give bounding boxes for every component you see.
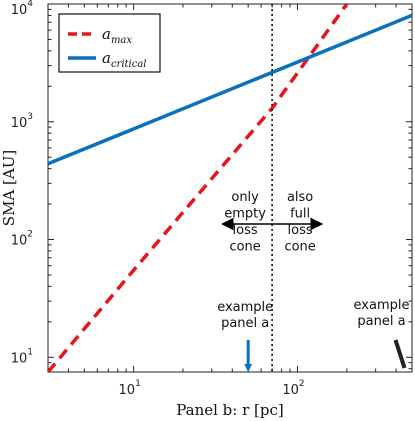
series-group bbox=[48, 4, 412, 372]
y-tick-label-exponent: 1 bbox=[27, 347, 33, 357]
x-tick-label-exponent: 2 bbox=[299, 379, 305, 389]
right-region-text: cone bbox=[284, 240, 315, 255]
series-line-max bbox=[48, 4, 349, 372]
example-a-arrow-head bbox=[244, 364, 253, 372]
x-tick-label: 101 bbox=[119, 379, 141, 398]
left-region-text: cone bbox=[229, 240, 260, 255]
right-region-text: also bbox=[287, 190, 313, 205]
legend-label-subscript: max bbox=[111, 35, 132, 46]
example-a-text: panel a bbox=[221, 316, 269, 331]
example-b-text: panel a bbox=[357, 314, 405, 329]
x-tick-label-exponent: 1 bbox=[135, 379, 141, 389]
example-b-arrow bbox=[393, 339, 407, 369]
right-region-text: full bbox=[290, 207, 310, 222]
example-b-text: example bbox=[354, 298, 410, 313]
y-axis-label: SMA [AU] bbox=[0, 150, 18, 226]
y-tick-label-exponent: 4 bbox=[27, 0, 33, 9]
right-region-text: loss bbox=[288, 223, 313, 238]
legend-box bbox=[58, 13, 161, 73]
x-tick-label: 102 bbox=[282, 379, 304, 398]
y-tick-label: 101 bbox=[11, 347, 33, 366]
left-region-text: loss bbox=[233, 223, 258, 238]
legend-label-subscript: critical bbox=[111, 59, 147, 70]
y-tick-label: 102 bbox=[11, 230, 33, 249]
axes-box bbox=[47, 3, 413, 373]
example-a-text: example bbox=[217, 300, 273, 315]
y-tick-label-exponent: 2 bbox=[27, 230, 33, 240]
y-tick-label: 104 bbox=[11, 0, 34, 18]
y-tick-label: 103 bbox=[11, 112, 33, 131]
x-axis-label: Panel b: r [pc] bbox=[176, 401, 284, 419]
y-tick-label-exponent: 3 bbox=[27, 112, 33, 122]
left-region-text: empty bbox=[224, 207, 266, 222]
left-region-text: only bbox=[231, 190, 259, 205]
series-line-critical bbox=[48, 13, 412, 166]
